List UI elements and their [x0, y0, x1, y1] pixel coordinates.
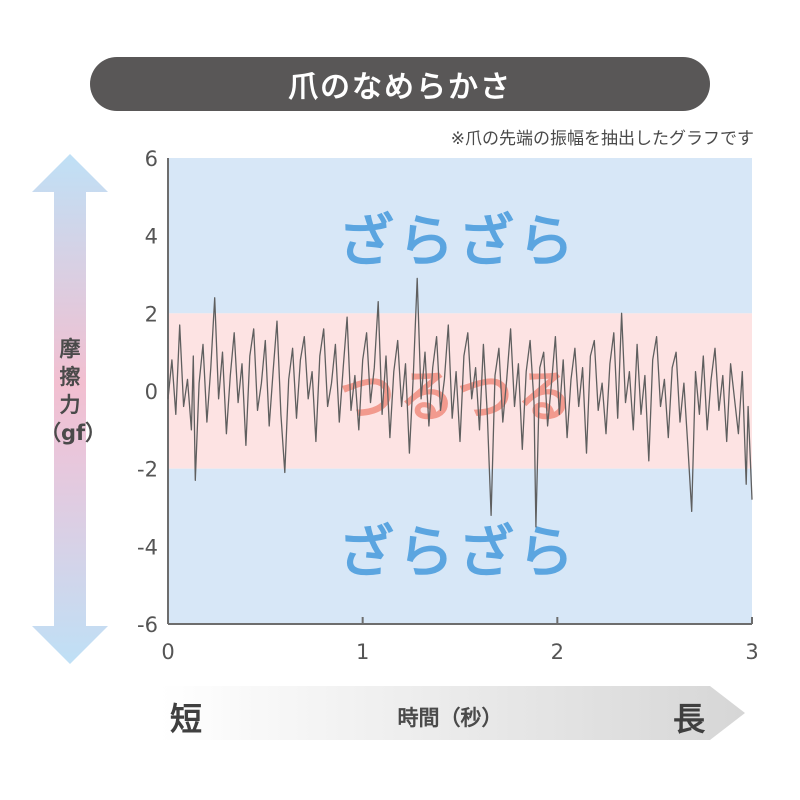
x-axis-short-label: 短	[170, 700, 203, 738]
y-axis-arrow	[32, 154, 108, 664]
y-tick-label: 0	[145, 380, 158, 404]
x-axis-label: 時間（秒）	[397, 706, 503, 730]
chart-note: ※爪の先端の振幅を抽出したグラフです	[450, 129, 754, 149]
chart-title: 爪のなめらかさ	[90, 57, 710, 111]
y-tick-label: -6	[137, 613, 158, 637]
band-rough-2	[168, 468, 752, 624]
y-tick-label: 6	[145, 147, 158, 171]
y-axis-char-3: 力	[59, 393, 81, 417]
x-tick-label: 2	[551, 640, 564, 664]
y-axis-label: 摩 擦 力 （gf）	[40, 335, 107, 447]
band-smooth	[168, 313, 752, 469]
x-tick-label: 1	[356, 640, 369, 664]
y-axis-char-1: 摩	[59, 337, 81, 361]
band-label-rough-0: ざらざら	[338, 210, 578, 275]
y-axis-unit: （gf）	[40, 421, 107, 445]
x-axis-arrow	[160, 686, 745, 740]
x-tick-label: 3	[745, 640, 758, 664]
x-axis-long-label: 長	[673, 700, 706, 738]
band-rough-0	[168, 158, 752, 314]
y-axis-char-2: 擦	[59, 365, 81, 389]
friction-signal-line	[167, 277, 753, 528]
y-tick-label: 2	[145, 302, 158, 326]
y-tick-label: 4	[145, 225, 158, 249]
x-tick-label: 0	[161, 640, 174, 664]
y-tick-label: -4	[137, 535, 158, 559]
y-tick-label: -2	[137, 458, 158, 482]
band-label-rough-2: ざらざら	[338, 520, 578, 585]
